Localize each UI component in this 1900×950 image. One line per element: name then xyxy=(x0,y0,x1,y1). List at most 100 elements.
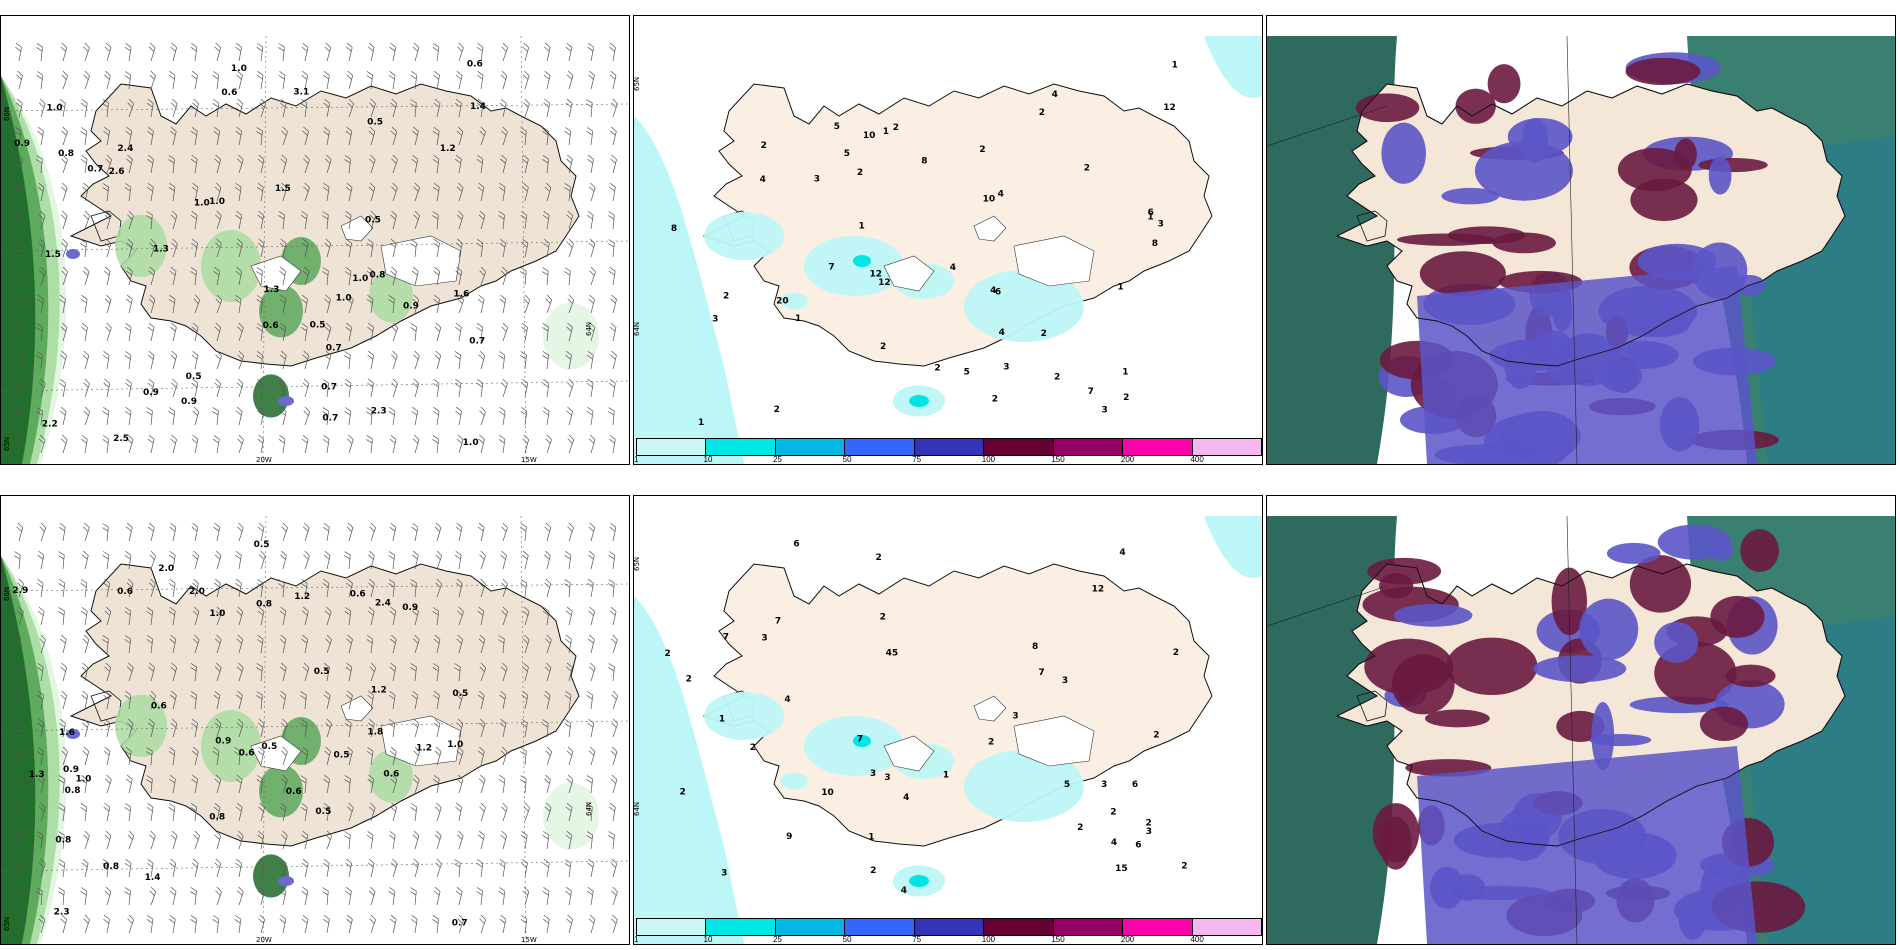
heavy-precip-cell xyxy=(278,876,294,886)
axis-label: 65N xyxy=(3,917,11,931)
wind-barb xyxy=(215,350,222,370)
value-label: 3 xyxy=(1062,676,1068,686)
mid-cloud-patch xyxy=(1364,638,1454,695)
wind-barb xyxy=(147,322,155,342)
wind-barb xyxy=(344,351,351,370)
wind-barb xyxy=(57,831,65,850)
precip-cell xyxy=(259,284,303,338)
wind-barb xyxy=(36,43,43,62)
value-label: 3.1 xyxy=(293,87,309,97)
wind-barb xyxy=(59,378,66,398)
wind-barb xyxy=(611,98,618,118)
wind-barb xyxy=(146,803,154,822)
wind-barb xyxy=(323,690,331,710)
mid-cloud-patch xyxy=(1379,573,1414,599)
wind-barb xyxy=(432,663,440,682)
wind-barb xyxy=(586,886,594,906)
precip-area xyxy=(704,692,784,740)
wind-barb xyxy=(213,522,221,542)
wind-barb xyxy=(390,802,398,822)
wind-barb xyxy=(499,914,507,934)
wind-barb xyxy=(61,70,68,90)
wind-barb xyxy=(565,802,573,822)
wind-barb xyxy=(171,378,178,398)
legend-tick: 50 xyxy=(842,455,852,464)
wind-barb xyxy=(322,379,330,398)
wind-barb xyxy=(214,378,221,398)
graticule-line xyxy=(520,516,527,944)
wind-barb xyxy=(215,210,222,230)
wind-barb xyxy=(586,831,594,850)
wind-barb xyxy=(256,691,263,710)
panel-dini-cloud-cover xyxy=(1266,495,1896,945)
wind-barb xyxy=(344,267,352,286)
wind-barb xyxy=(214,858,222,878)
wind-barb xyxy=(148,662,155,682)
value-label: 4 xyxy=(784,695,790,705)
wind-barb xyxy=(368,182,376,202)
value-label: 0.5 xyxy=(310,320,326,330)
wind-barb xyxy=(388,887,396,906)
precip-area xyxy=(780,292,808,310)
wind-barb xyxy=(300,578,308,598)
wind-barb xyxy=(236,70,243,90)
wind-barb xyxy=(479,550,486,570)
wind-barb xyxy=(36,323,43,342)
wind-barb xyxy=(522,662,529,682)
wind-barb xyxy=(59,718,66,738)
wind-barb xyxy=(610,350,617,370)
wind-barb xyxy=(477,606,485,626)
value-label: 0.5 xyxy=(334,751,350,761)
wind-barb xyxy=(214,42,221,62)
value-label: 2.5 xyxy=(113,434,129,444)
glacier xyxy=(250,735,302,772)
wind-barb xyxy=(147,378,155,398)
wind-barb xyxy=(234,182,242,202)
wind-barb xyxy=(499,690,507,710)
wind-barb xyxy=(124,322,132,342)
wind-barb xyxy=(16,294,24,314)
wind-barb xyxy=(126,154,133,174)
wind-barb xyxy=(346,434,354,454)
value-label: 3 xyxy=(1003,363,1009,373)
wind-barb xyxy=(368,886,376,906)
wind-barb xyxy=(412,718,420,738)
wind-barb xyxy=(302,266,310,286)
wind-barb xyxy=(279,662,287,682)
wind-barb xyxy=(257,238,265,258)
wind-barb xyxy=(478,690,485,710)
wind-barb xyxy=(587,42,595,62)
wind-barb xyxy=(476,887,483,906)
wind-barb xyxy=(324,294,331,314)
value-label: 2 xyxy=(1153,730,1159,740)
wind-barb xyxy=(192,578,199,598)
axis-label: 66N xyxy=(3,587,11,601)
wind-barb xyxy=(214,718,222,738)
wind-barb xyxy=(609,42,616,62)
wind-barb xyxy=(323,70,330,90)
wind-barb xyxy=(369,98,376,118)
mid-cloud-patch xyxy=(1710,595,1765,638)
wind-barb xyxy=(388,551,395,570)
wind-barb xyxy=(412,126,419,146)
value-label: 3 xyxy=(870,769,876,779)
wind-barb xyxy=(501,322,508,342)
wind-barb xyxy=(235,126,243,146)
wind-barb xyxy=(280,858,287,878)
wind-barb xyxy=(15,718,22,738)
wind-barb xyxy=(60,434,68,454)
wind-barb xyxy=(235,266,243,286)
panel-dini-wind-precip: 66N 65N 20W 15W 64N 0.9 0.8 0.6 2.9 1.0 1.2 1.8 2.4 2… xyxy=(0,495,630,945)
wind-barb xyxy=(498,635,505,654)
wind-barb xyxy=(149,70,156,90)
wind-barb xyxy=(127,210,134,230)
wind-barb xyxy=(102,523,109,542)
wind-barb xyxy=(14,691,22,710)
wind-barb xyxy=(456,774,464,794)
wind-barb xyxy=(367,606,375,626)
wind-barb xyxy=(610,126,617,146)
wind-barb xyxy=(500,70,508,90)
wind-barb xyxy=(432,379,440,398)
value-label: 2.3 xyxy=(54,908,70,918)
wind-barb xyxy=(455,802,462,822)
